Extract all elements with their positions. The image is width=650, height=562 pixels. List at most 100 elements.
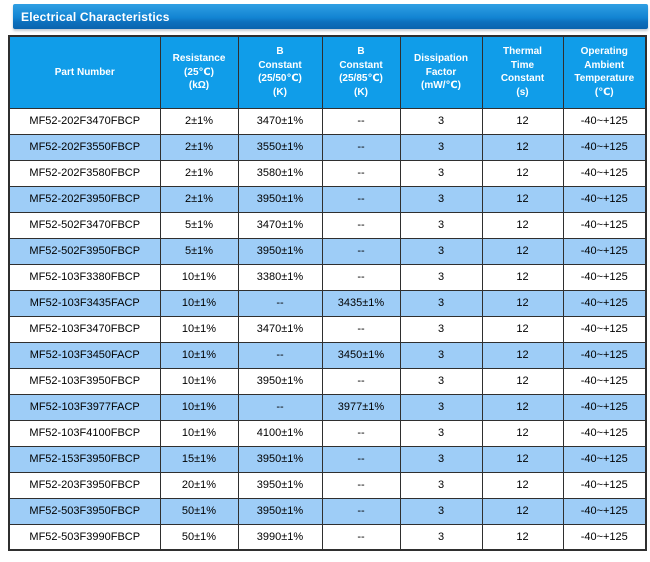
section-title-bar: Electrical Characteristics (13, 4, 648, 29)
col-header-b-constant-25-50: B Constant (25/50℃) (K) (237, 35, 323, 109)
value-cell: 2±1% (159, 185, 239, 213)
value-cell: -40~+125 (562, 185, 647, 213)
value-cell: -- (321, 107, 401, 135)
value-cell: -- (321, 133, 401, 161)
value-cell: 3 (399, 185, 483, 213)
value-cell: 5±1% (159, 237, 239, 265)
value-cell: 3 (399, 133, 483, 161)
value-cell: 3470±1% (237, 107, 323, 135)
value-cell: 12 (481, 419, 564, 447)
value-cell: -40~+125 (562, 107, 647, 135)
value-cell: 20±1% (159, 471, 239, 499)
value-cell: 12 (481, 445, 564, 473)
value-cell: 12 (481, 393, 564, 421)
value-cell: 3977±1% (321, 393, 401, 421)
table-row: MF52-203F3950FBCP 20±1% 3950±1% -- 3 12 -40~+1… (8, 471, 647, 499)
col-header-dissipation-factor: Dissipation Factor (mW/℃) (399, 35, 483, 109)
value-cell: 12 (481, 159, 564, 187)
part-number-cell: MF52-202F3550FBCP (8, 133, 161, 161)
value-cell: -- (321, 211, 401, 239)
table-row: MF52-202F3950FBCP 2±1% 3950±1% -- 3 12 -40~+12… (8, 185, 647, 213)
col-header-part-number: Part Number (8, 35, 161, 109)
value-cell: 3950±1% (237, 471, 323, 499)
value-cell: 3580±1% (237, 159, 323, 187)
value-cell: 12 (481, 315, 564, 343)
col-header-operating-temperature: Operating Ambient Temperature (℃) (562, 35, 647, 109)
value-cell: 10±1% (159, 367, 239, 395)
part-number-cell: MF52-202F3580FBCP (8, 159, 161, 187)
table-row: MF52-503F3990FBCP 50±1% 3990±1% -- 3 12 -40~+1… (8, 523, 647, 551)
value-cell: 3 (399, 367, 483, 395)
section-title: Electrical Characteristics (21, 9, 170, 24)
value-cell: 3 (399, 289, 483, 317)
value-cell: -- (321, 419, 401, 447)
table-row: MF52-202F3580FBCP 2±1% 3580±1% -- 3 12 -40~+12… (8, 159, 647, 187)
value-cell: 3 (399, 107, 483, 135)
value-cell: 12 (481, 367, 564, 395)
part-number-cell: MF52-103F3950FBCP (8, 367, 161, 395)
value-cell: -- (321, 237, 401, 265)
table-row: MF52-502F3470FBCP 5±1% 3470±1% -- 3 12 -40~+12… (8, 211, 647, 239)
value-cell: 3 (399, 237, 483, 265)
value-cell: 2±1% (159, 107, 239, 135)
value-cell: -40~+125 (562, 211, 647, 239)
table-row: MF52-103F3450FACP 10±1% -- 3450±1% 3 12 -40~+1… (8, 341, 647, 369)
part-number-cell: MF52-202F3470FBCP (8, 107, 161, 135)
value-cell: 3990±1% (237, 523, 323, 551)
value-cell: -40~+125 (562, 445, 647, 473)
value-cell: 3950±1% (237, 237, 323, 265)
value-cell: 4100±1% (237, 419, 323, 447)
value-cell: 3550±1% (237, 133, 323, 161)
header-row: Part Number Resistance (25℃) (kΩ) B Cons… (8, 35, 647, 109)
table-row: MF52-153F3950FBCP 15±1% 3950±1% -- 3 12 -40~+1… (8, 445, 647, 473)
value-cell: -40~+125 (562, 289, 647, 317)
part-number-cell: MF52-202F3950FBCP (8, 185, 161, 213)
value-cell: -40~+125 (562, 419, 647, 447)
value-cell: -40~+125 (562, 393, 647, 421)
value-cell: 3435±1% (321, 289, 401, 317)
value-cell: -40~+125 (562, 315, 647, 343)
value-cell: 12 (481, 237, 564, 265)
value-cell: 10±1% (159, 263, 239, 291)
value-cell: 3 (399, 419, 483, 447)
value-cell: 3 (399, 315, 483, 343)
part-number-cell: MF52-103F3470FBCP (8, 315, 161, 343)
value-cell: -40~+125 (562, 497, 647, 525)
value-cell: -- (237, 289, 323, 317)
value-cell: 50±1% (159, 497, 239, 525)
value-cell: -40~+125 (562, 471, 647, 499)
value-cell: 3 (399, 211, 483, 239)
value-cell: 3950±1% (237, 445, 323, 473)
value-cell: 3 (399, 263, 483, 291)
table-row: MF52-202F3470FBCP 2±1% 3470±1% -- 3 12 -40~+12… (8, 107, 647, 135)
value-cell: -- (321, 471, 401, 499)
value-cell: -- (321, 497, 401, 525)
col-header-resistance: Resistance (25℃) (kΩ) (159, 35, 239, 109)
part-number-cell: MF52-503F3950FBCP (8, 497, 161, 525)
table-row: MF52-103F3435FACP 10±1% -- 3435±1% 3 12 -40~+1… (8, 289, 647, 317)
value-cell: 12 (481, 133, 564, 161)
part-number-cell: MF52-103F3435FACP (8, 289, 161, 317)
value-cell: 10±1% (159, 289, 239, 317)
part-number-cell: MF52-103F3977FACP (8, 393, 161, 421)
value-cell: -- (321, 367, 401, 395)
value-cell: 12 (481, 471, 564, 499)
value-cell: 10±1% (159, 315, 239, 343)
part-number-cell: MF52-502F3950FBCP (8, 237, 161, 265)
value-cell: 3950±1% (237, 367, 323, 395)
table-body: MF52-202F3470FBCP 2±1% 3470±1% -- 3 12 -40~+12… (8, 107, 647, 551)
value-cell: 3470±1% (237, 211, 323, 239)
value-cell: 2±1% (159, 133, 239, 161)
table-row: MF52-103F4100FBCP 10±1% 4100±1% -- 3 12 -40~+1… (8, 419, 647, 447)
value-cell: -- (237, 393, 323, 421)
value-cell: 12 (481, 211, 564, 239)
value-cell: 12 (481, 523, 564, 551)
value-cell: 3450±1% (321, 341, 401, 369)
col-header-b-constant-25-85: B Constant (25/85℃) (K) (321, 35, 401, 109)
value-cell: 3950±1% (237, 497, 323, 525)
value-cell: 3 (399, 159, 483, 187)
value-cell: -40~+125 (562, 263, 647, 291)
value-cell: 3 (399, 445, 483, 473)
part-number-cell: MF52-502F3470FBCP (8, 211, 161, 239)
